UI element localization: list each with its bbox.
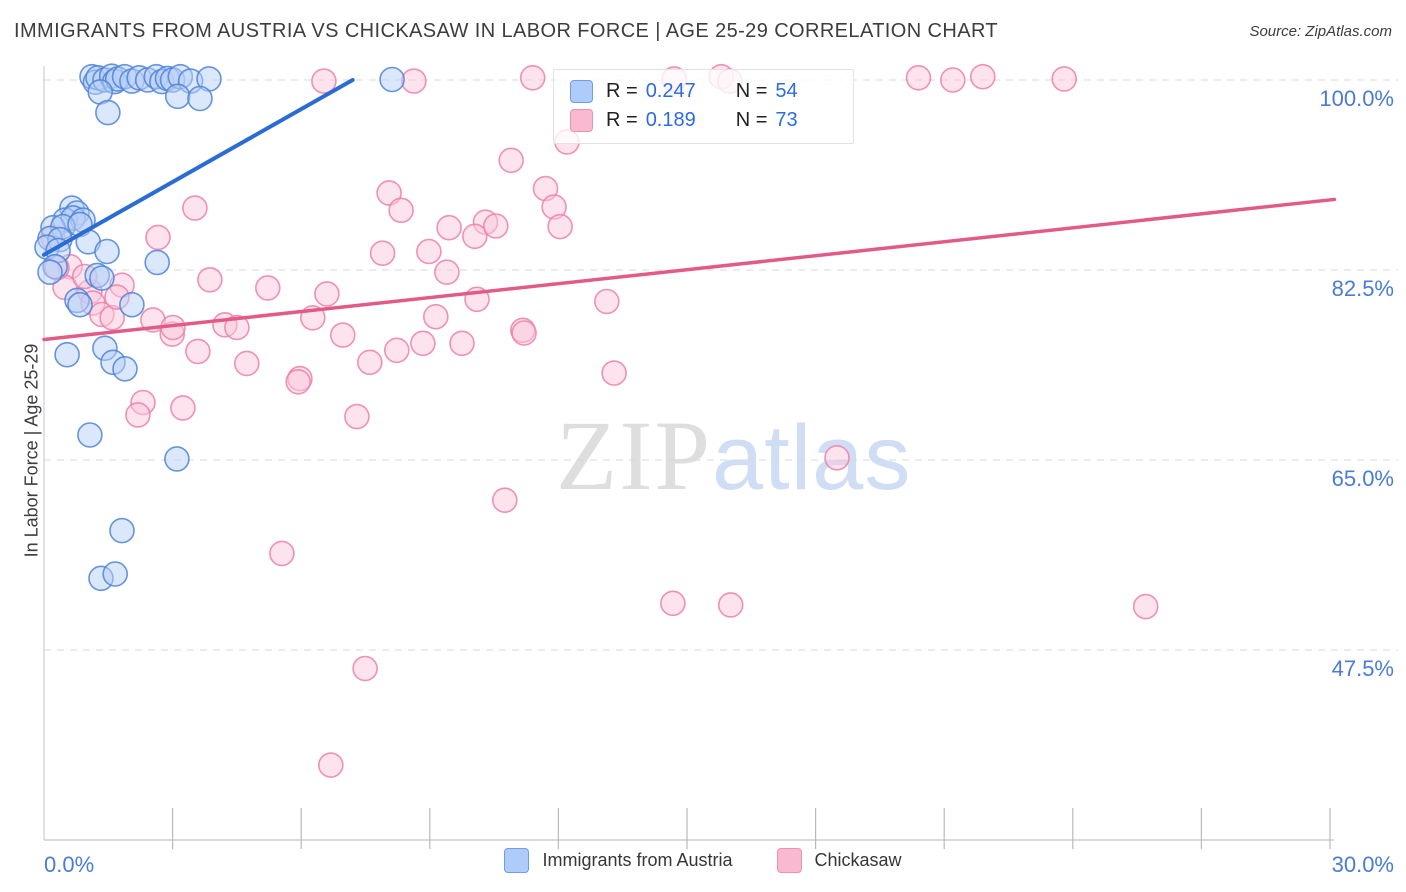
data-point-chickasaw[interactable]	[401, 68, 427, 94]
data-point-chickasaw[interactable]	[1051, 66, 1077, 92]
data-point-chickasaw[interactable]	[498, 147, 525, 174]
data-point-austria[interactable]	[67, 291, 93, 318]
data-point-chickasaw[interactable]	[824, 444, 850, 471]
legend-item-chickasaw[interactable]: Chickasaw	[776, 848, 902, 873]
y-tick-100: 100.0%	[1319, 86, 1394, 111]
data-point-chickasaw[interactable]	[388, 197, 414, 224]
data-point-chickasaw[interactable]	[482, 213, 509, 239]
y-tick-65: 65.0%	[1331, 466, 1394, 491]
data-point-chickasaw[interactable]	[329, 322, 356, 348]
data-point-chickasaw[interactable]	[660, 590, 686, 617]
chickasaw-r-value: 0.189	[645, 109, 696, 131]
data-point-chickasaw[interactable]	[601, 360, 627, 386]
data-point-austria[interactable]	[54, 341, 80, 368]
data-point-chickasaw[interactable]	[234, 350, 260, 377]
data-point-chickasaw[interactable]	[593, 288, 620, 315]
data-point-austria[interactable]	[112, 355, 138, 382]
stats-row-austria: R = 0.247 N = 54	[570, 77, 839, 106]
data-point-chickasaw[interactable]	[449, 330, 475, 357]
trendline-chickasaw	[42, 197, 1337, 342]
page-title: IMMIGRANTS FROM AUSTRIA VS CHICKASAW IN …	[14, 20, 999, 42]
austria-n-value: 54	[775, 80, 798, 102]
data-point-chickasaw[interactable]	[416, 238, 442, 265]
data-point-chickasaw[interactable]	[422, 303, 449, 330]
data-point-chickasaw[interactable]	[369, 240, 396, 266]
x-tick-max: 30.0%	[1331, 852, 1394, 877]
austria-legend-label: Immigrants from Austria	[542, 850, 733, 870]
data-point-chickasaw[interactable]	[461, 223, 488, 250]
data-point-chickasaw[interactable]	[410, 330, 436, 357]
data-point-chickasaw[interactable]	[905, 65, 932, 91]
data-point-chickasaw[interactable]	[125, 402, 151, 428]
data-point-chickasaw[interactable]	[344, 403, 370, 430]
data-point-chickasaw[interactable]	[224, 314, 250, 341]
data-point-chickasaw[interactable]	[254, 275, 281, 301]
source-attribution: Source: ZipAtlas.com	[1249, 23, 1392, 40]
data-point-chickasaw[interactable]	[376, 180, 402, 206]
data-point-austria[interactable]	[94, 238, 120, 265]
y-tick-82-5: 82.5%	[1331, 276, 1394, 301]
data-point-chickasaw[interactable]	[434, 259, 460, 286]
austria-n-label: N =	[735, 80, 768, 102]
chickasaw-legend-label: Chickasaw	[814, 850, 902, 870]
data-point-austria[interactable]	[164, 446, 190, 472]
data-point-chickasaw[interactable]	[285, 368, 312, 395]
chickasaw-r-label: R =	[606, 109, 638, 131]
data-point-austria[interactable]	[379, 66, 405, 93]
data-point-chickasaw[interactable]	[145, 224, 171, 251]
data-point-austria[interactable]	[95, 99, 121, 126]
data-point-chickasaw[interactable]	[185, 338, 211, 365]
series-legend: Immigrants from Austria Chickasaw	[0, 848, 1406, 873]
data-point-chickasaw[interactable]	[383, 337, 410, 364]
data-point-chickasaw[interactable]	[352, 655, 378, 682]
chickasaw-stat-swatch	[570, 109, 593, 132]
data-point-austria[interactable]	[164, 83, 191, 110]
data-point-chickasaw[interactable]	[311, 68, 337, 94]
trendline-austria	[42, 78, 355, 257]
data-point-austria[interactable]	[144, 249, 170, 276]
data-point-austria[interactable]	[77, 422, 103, 448]
data-point-chickasaw[interactable]	[969, 63, 996, 90]
data-point-chickasaw[interactable]	[314, 281, 340, 307]
chickasaw-n-label: N =	[735, 109, 768, 131]
data-point-chickasaw[interactable]	[547, 213, 573, 240]
data-point-chickasaw[interactable]	[269, 540, 295, 567]
data-point-chickasaw[interactable]	[317, 752, 344, 778]
data-point-austria[interactable]	[37, 259, 63, 286]
data-point-chickasaw[interactable]	[436, 214, 462, 241]
data-point-chickasaw[interactable]	[717, 592, 744, 618]
chickasaw-legend-swatch	[776, 848, 802, 873]
data-point-austria[interactable]	[187, 85, 213, 112]
data-point-chickasaw[interactable]	[511, 320, 537, 346]
data-point-austria[interactable]	[89, 265, 115, 291]
chickasaw-n-value: 73	[775, 109, 798, 131]
data-point-chickasaw[interactable]	[197, 266, 223, 293]
austria-stat-swatch	[570, 80, 593, 103]
data-point-austria[interactable]	[102, 561, 128, 587]
data-point-austria[interactable]	[119, 291, 145, 318]
austria-r-value: 0.247	[645, 80, 696, 102]
data-point-chickasaw[interactable]	[1132, 593, 1159, 620]
austria-r-label: R =	[606, 80, 638, 102]
data-point-austria[interactable]	[109, 517, 135, 544]
data-point-chickasaw[interactable]	[939, 67, 966, 93]
stats-row-chickasaw: R = 0.189 N = 73	[570, 106, 839, 135]
data-point-chickasaw[interactable]	[491, 487, 518, 514]
data-point-chickasaw[interactable]	[182, 195, 208, 221]
data-point-chickasaw[interactable]	[356, 349, 383, 376]
y-tick-47-5: 47.5%	[1331, 656, 1394, 681]
data-point-chickasaw[interactable]	[170, 395, 196, 421]
correlation-stats-legend: R = 0.247 N = 54 R = 0.189 N = 73	[553, 69, 855, 144]
x-tick-min: 0.0%	[44, 852, 95, 877]
legend-item-austria[interactable]: Immigrants from Austria	[504, 848, 733, 873]
data-point-chickasaw[interactable]	[519, 65, 546, 91]
austria-legend-swatch	[504, 848, 530, 873]
